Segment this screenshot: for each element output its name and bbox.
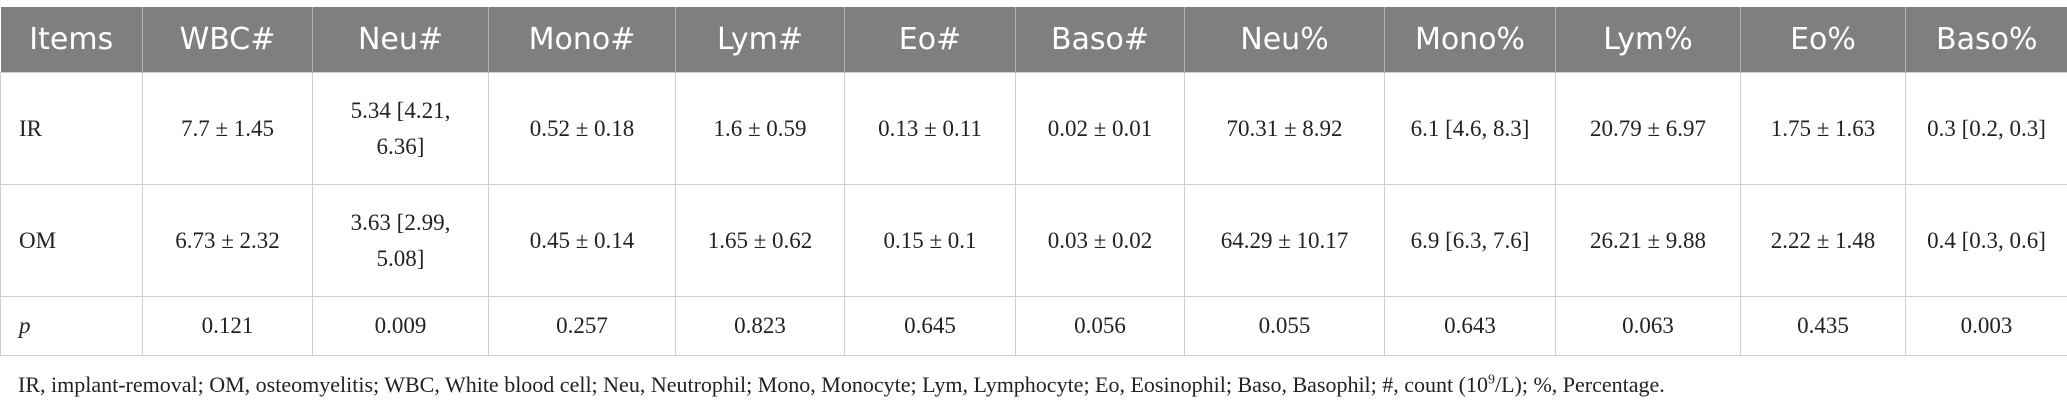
header-cell: Baso% xyxy=(1905,7,2067,73)
table-cell: 0.645 xyxy=(844,296,1016,356)
table-cell: 64.29 ± 10.17 xyxy=(1184,184,1385,297)
table-cell: 0.257 xyxy=(488,296,676,356)
header-row: Items WBC# Neu# Mono# Lym# Eo# Baso# Neu% Mono% L… xyxy=(0,7,2067,73)
header-cell: Eo# xyxy=(844,7,1016,73)
data-table: Items WBC# Neu# Mono# Lym# Eo# Baso# Neu% Mono% L… xyxy=(0,7,2067,356)
footnote-sup: 9 xyxy=(1487,372,1495,388)
row-label: p xyxy=(0,296,143,356)
table-cell: 0.4 [0.3, 0.6] xyxy=(1905,184,2067,297)
table-cell: 1.6 ± 0.59 xyxy=(675,72,845,185)
table-cell: 7.7 ± 1.45 xyxy=(142,72,313,185)
table-cell: 0.45 ± 0.14 xyxy=(488,184,676,297)
header-cell: Lym% xyxy=(1555,7,1741,73)
header-cell: Mono# xyxy=(488,7,676,73)
table-cell: 0.13 ± 0.11 xyxy=(844,72,1016,185)
table-cell: 1.65 ± 0.62 xyxy=(675,184,845,297)
footnote-text: /L); %, Percentage. xyxy=(1494,372,1665,397)
table-cell: 2.22 ± 1.48 xyxy=(1740,184,1906,297)
table-cell: 3.63 [2.99, 5.08] xyxy=(312,184,489,297)
table-row: p 0.121 0.009 0.257 0.823 0.645 0.056 0.055 0.64… xyxy=(0,296,2067,356)
table-cell: 20.79 ± 6.97 xyxy=(1555,72,1741,185)
footnote-text: IR, implant-removal; OM, osteomyelitis; … xyxy=(18,372,1488,397)
table-cell: 0.643 xyxy=(1384,296,1556,356)
header-cell: Lym# xyxy=(675,7,845,73)
table-body: IR 7.7 ± 1.45 5.34 [4.21, 6.36] 0.52 ± 0.18… xyxy=(0,72,2067,356)
header-cell: WBC# xyxy=(142,7,313,73)
table-cell: 0.009 xyxy=(312,296,489,356)
table-cell: 6.9 [6.3, 7.6] xyxy=(1384,184,1556,297)
table-cell: 0.823 xyxy=(675,296,845,356)
header-cell: Neu% xyxy=(1184,7,1385,73)
table-cell: 0.121 xyxy=(142,296,313,356)
footnote: IR, implant-removal; OM, osteomyelitis; … xyxy=(18,372,1665,398)
table-cell: 0.3 [0.2, 0.3] xyxy=(1905,72,2067,185)
table-cell: 0.003 xyxy=(1905,296,2067,356)
table-cell: 0.435 xyxy=(1740,296,1906,356)
table-cell: 0.15 ± 0.1 xyxy=(844,184,1016,297)
row-label: IR xyxy=(0,72,143,185)
header-cell: Eo% xyxy=(1740,7,1906,73)
table-cell: 0.063 xyxy=(1555,296,1741,356)
table-cell: 0.03 ± 0.02 xyxy=(1015,184,1185,297)
table-cell: 70.31 ± 8.92 xyxy=(1184,72,1385,185)
header-cell: Items xyxy=(0,7,143,73)
header-cell: Baso# xyxy=(1015,7,1185,73)
table-row: OM 6.73 ± 2.32 3.63 [2.99, 5.08] 0.45 ± 0.1… xyxy=(0,184,2067,297)
header-cell: Mono% xyxy=(1384,7,1556,73)
row-label: OM xyxy=(0,184,143,297)
table-cell: 0.52 ± 0.18 xyxy=(488,72,676,185)
table-row: IR 7.7 ± 1.45 5.34 [4.21, 6.36] 0.52 ± 0.18… xyxy=(0,72,2067,185)
table-cell: 6.1 [4.6, 8.3] xyxy=(1384,72,1556,185)
table-cell: 5.34 [4.21, 6.36] xyxy=(312,72,489,185)
table-cell: 0.056 xyxy=(1015,296,1185,356)
table-cell: 0.02 ± 0.01 xyxy=(1015,72,1185,185)
table-cell: 0.055 xyxy=(1184,296,1385,356)
table-cell: 1.75 ± 1.63 xyxy=(1740,72,1906,185)
table-cell: 26.21 ± 9.88 xyxy=(1555,184,1741,297)
table-cell: 6.73 ± 2.32 xyxy=(142,184,313,297)
header-cell: Neu# xyxy=(312,7,489,73)
